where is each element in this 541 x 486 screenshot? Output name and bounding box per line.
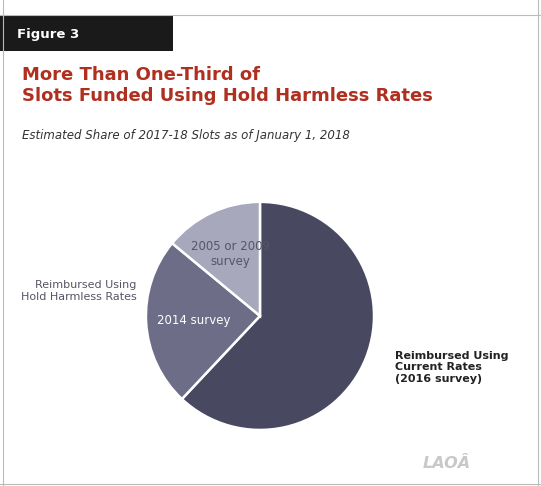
Text: LAOÂ: LAOÂ [423,456,471,471]
Wedge shape [172,202,260,316]
Text: 2014 survey: 2014 survey [157,313,230,327]
Text: More Than One-Third of
Slots Funded Using Hold Harmless Rates: More Than One-Third of Slots Funded Usin… [22,66,432,105]
Wedge shape [182,202,374,430]
Text: Reimbursed Using
Hold Harmless Rates: Reimbursed Using Hold Harmless Rates [21,280,137,302]
Wedge shape [146,243,260,399]
Text: Reimbursed Using
Current Rates
(2016 survey): Reimbursed Using Current Rates (2016 sur… [395,350,509,384]
Text: Estimated Share of 2017-18 Slots as of January 1, 2018: Estimated Share of 2017-18 Slots as of J… [22,129,349,142]
Text: Figure 3: Figure 3 [17,28,80,41]
Text: 2005 or 2009
survey: 2005 or 2009 survey [192,240,270,268]
